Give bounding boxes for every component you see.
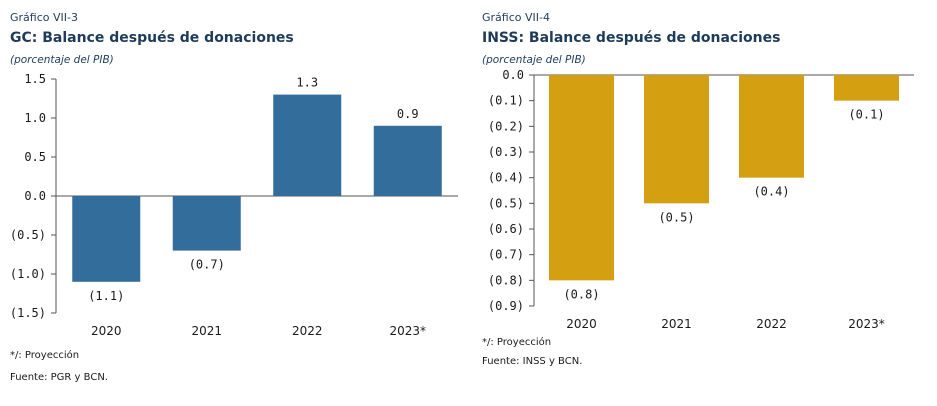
y-tick-label: 1.5: [24, 72, 46, 86]
bar-2021: [172, 196, 241, 251]
bar-2021: [644, 75, 709, 204]
bar-2023*: [834, 75, 899, 101]
bar-2020: [549, 75, 614, 281]
bar-2022: [739, 75, 804, 178]
source-note: Fuente: INSS y BCN.: [482, 356, 583, 367]
y-tick-label: (0.5): [10, 228, 46, 242]
y-tick-label: 0.0: [24, 189, 46, 203]
x-tick-label: 2023*: [389, 324, 426, 338]
bar-chart-gc: 1.5 1.0 0.5 0.0 (0.5) (1.0) (1.5) (1.1) 2020 (0.7…: [10, 72, 458, 338]
data-label: (0.8): [563, 287, 599, 301]
x-tick-label: 2022: [756, 317, 787, 331]
data-label: 1.3: [296, 76, 318, 90]
y-tick-label: 0.0: [502, 68, 524, 82]
x-tick-label: 2021: [191, 324, 222, 338]
x-tick-label: 2021: [661, 317, 692, 331]
chart-title: INSS: Balance después de donaciones: [482, 30, 781, 46]
y-tick-label: (0.8): [488, 273, 524, 287]
y-tick-label: (0.2): [488, 119, 524, 133]
bar-chart-inss: 0.0 (0.1) (0.2) (0.3) (0.4) (0.5) (0.6) (0.7) (0…: [488, 68, 914, 331]
data-label: (0.5): [658, 210, 694, 224]
y-tick-label: (1.5): [10, 306, 46, 320]
data-label: (0.7): [189, 258, 225, 272]
chart-title: GC: Balance después de donaciones: [10, 30, 294, 46]
y-tick-label: (0.3): [488, 145, 524, 159]
bar-2022: [273, 94, 342, 196]
projection-note: */: Proyección: [10, 350, 80, 361]
y-tick-label: (0.4): [488, 171, 524, 185]
bar-2023*: [373, 125, 442, 196]
data-label: (1.1): [88, 289, 124, 303]
chart-subtitle: (porcentaje del PIB): [482, 54, 586, 66]
x-tick-label: 2023*: [848, 317, 885, 331]
y-tick-label: (0.7): [488, 248, 524, 262]
bar-2020: [72, 196, 141, 282]
data-label: (0.4): [753, 185, 789, 199]
source-note: Fuente: PGR y BCN.: [10, 372, 108, 383]
y-tick-label: 0.5: [24, 150, 46, 164]
chart-subtitle: (porcentaje del PIB): [10, 54, 114, 66]
y-tick-label: (0.9): [488, 299, 524, 313]
x-tick-label: 2020: [566, 317, 597, 331]
y-tick-label: (0.1): [488, 94, 524, 108]
chart-panel-inss: Gráfico VII-4 INSS: Balance después de d…: [472, 0, 937, 406]
x-tick-label: 2020: [91, 324, 122, 338]
data-label: 0.9: [397, 107, 419, 121]
y-tick-label: (1.0): [10, 267, 46, 281]
data-label: (0.1): [848, 108, 884, 122]
y-tick-label: (0.5): [488, 196, 524, 210]
y-tick-label: (0.6): [488, 222, 524, 236]
y-tick-label: 1.0: [24, 111, 46, 125]
x-tick-label: 2022: [292, 324, 323, 338]
chart-panel-gc: Gráfico VII-3 GC: Balance después de don…: [0, 0, 465, 406]
projection-note: */: Proyección: [482, 337, 552, 348]
figure-label: Gráfico VII-4: [482, 11, 550, 24]
figure-label: Gráfico VII-3: [10, 11, 78, 24]
